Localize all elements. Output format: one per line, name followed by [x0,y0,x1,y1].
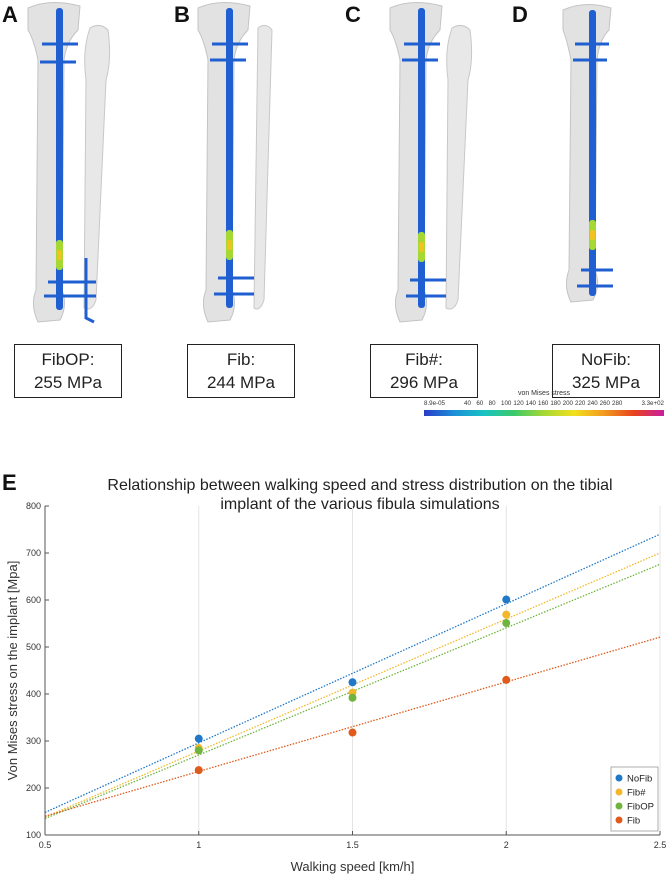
colorbar-tick-label: 220 [575,400,586,407]
data-point-fibhash [502,610,511,619]
x-tick-label: 0.5 [39,840,52,850]
colorbar-tick-label: 260 [599,400,610,407]
stress-colorbar: von Mises stress 8.9e-05 3.3e+02 40 60 80 1… [424,390,664,430]
result-value: 296 MPa [389,373,459,392]
result-box-fibop: FibOP: 255 MPa [14,344,122,398]
chart-title-line: Relationship between walking speed and s… [107,477,612,494]
result-value: 255 MPa [33,373,103,392]
bone-model-fib [197,2,273,323]
data-point-nofib [194,734,203,743]
trend-lines [44,533,661,820]
colorbar-tick-label: 120 [513,400,524,407]
panel-letter-c: C [345,2,361,27]
colorbar-gradient [424,410,664,416]
legend-marker [615,788,623,796]
result-label: Fib#: [405,350,443,369]
x-tick-label: 2 [504,840,509,850]
result-box-nofib: NoFib: 325 MPa [552,344,660,398]
data-point-fib [194,766,203,775]
y-axis-label: Von Mises stress on the implant [Mpa] [5,561,20,781]
chart-legend: NoFib Fib# FibOP Fib [610,766,659,832]
y-tick-label: 600 [26,595,41,605]
result-box-fib: Fib: 244 MPa [187,344,295,398]
colorbar-tick-label: 160 [538,400,549,407]
colorbar-tick-label: 60 [476,400,484,407]
result-value: 325 MPa [571,373,641,392]
legend-marker [615,816,623,824]
panel-letter-e: E [2,470,17,495]
colorbar-tick-label: 100 [501,400,512,407]
x-tick-label: 2.5 [654,840,667,850]
y-tick-label: 500 [26,642,41,652]
x-axis-label: Walking speed [km/h] [291,859,415,874]
panel-letter-b: B [174,2,190,27]
y-tick-label: 800 [26,501,41,511]
y-tick-label: 200 [26,783,41,793]
stress-speed-chart: Relationship between walking speed and s… [5,477,666,874]
y-tick-label: 100 [26,830,41,840]
data-point-fibop [194,746,203,755]
legend-label: Fib# [627,788,646,799]
legend-label: NoFib [627,774,652,785]
data-point-fibop [348,693,357,702]
bone-model-nofib [562,4,613,303]
colorbar-tick-label: 180 [550,400,561,407]
y-tick-label: 300 [26,736,41,746]
legend-marker [615,774,623,782]
chart-title: Relationship between walking speed and s… [107,477,612,513]
colorbar-tick-label: 280 [612,400,623,407]
data-points [194,595,511,775]
trendline-fibhash [44,552,661,818]
colorbar-tick-label: 80 [488,400,496,407]
result-label: NoFib: [580,350,632,369]
colorbar-title: von Mises stress [517,390,571,397]
panel-letter-d: D [512,2,528,27]
data-point-fib [348,728,357,737]
y-tick-label: 400 [26,689,41,699]
result-label: FibOP: [41,350,95,369]
x-tick-label: 1 [196,840,201,850]
chart-grid [44,506,661,835]
bone-model-fibhash [389,2,473,323]
panel-letter-a: A [2,2,18,27]
result-value: 244 MPa [206,373,276,392]
colorbar-max-label: 3.3e+02 [641,400,664,407]
y-tick-label: 700 [26,548,41,558]
data-point-fib [502,675,511,684]
chart-title-line: implant of the various fibula simulation… [220,496,499,513]
legend-marker [615,802,623,810]
data-point-nofib [348,678,357,687]
result-label: Fib: [226,350,256,369]
x-tick-label: 1.5 [346,840,359,850]
data-point-fibop [502,619,511,628]
data-point-nofib [502,595,511,604]
bone-model-fibop [27,2,111,324]
colorbar-tick-label: 240 [587,400,598,407]
colorbar-tick-label: 140 [525,400,536,407]
chart-axes: 100 200 300 400 500 600 700 800 0.5 1 1.5 2 2.5 Walki… [5,501,666,874]
legend-label: Fib [627,816,640,827]
result-box-fibhash: Fib#: 296 MPa [370,344,478,398]
legend-label: FibOP [627,802,654,813]
colorbar-tick-label: 40 [464,400,471,407]
colorbar-tick-label: 200 [562,400,573,407]
colorbar-min-label: 8.9e-05 [424,400,445,407]
